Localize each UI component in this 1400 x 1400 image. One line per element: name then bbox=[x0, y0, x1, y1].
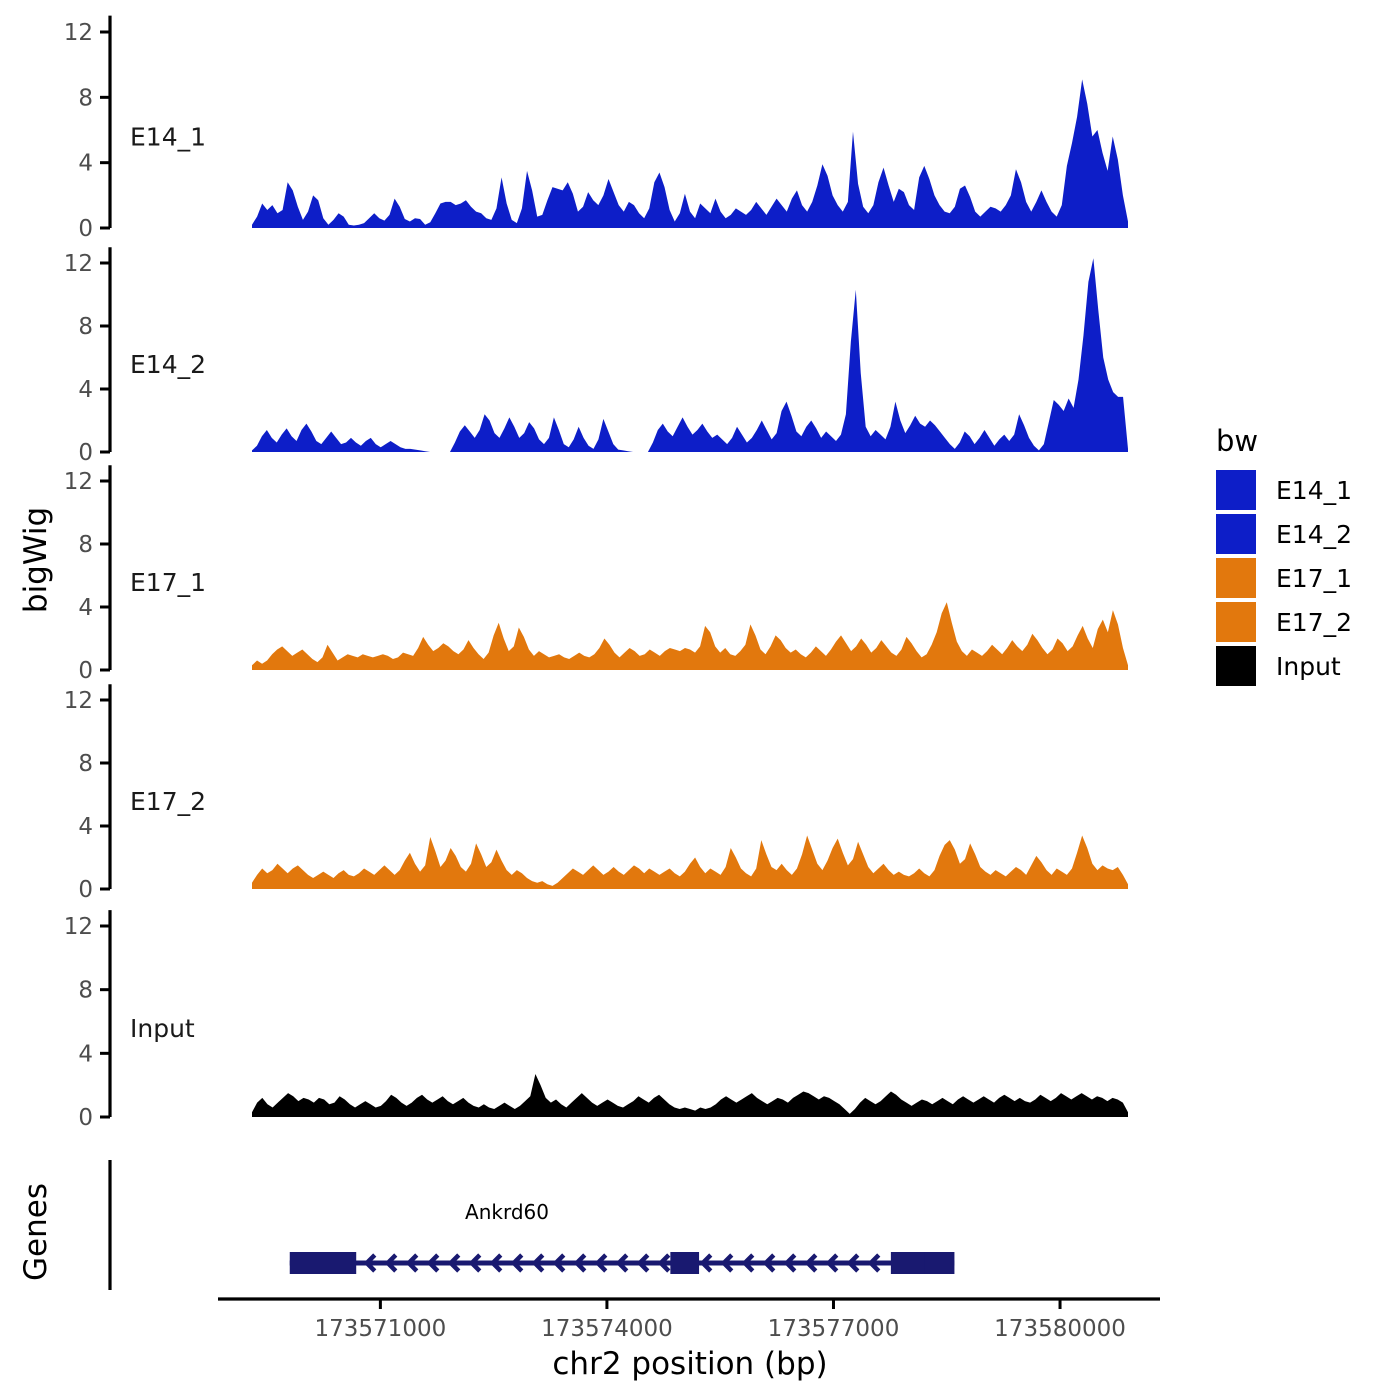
genes-axis-title: Genes bbox=[18, 1183, 54, 1281]
legend-item-e14_2[interactable]: E14_2 bbox=[1216, 514, 1352, 554]
y-tick-label: 4 bbox=[78, 814, 93, 840]
legend-label: E17_2 bbox=[1276, 608, 1352, 637]
gene-strand-arrow bbox=[552, 1253, 566, 1273]
track-panel-input: 0 4 8 12 Input bbox=[64, 910, 1128, 1131]
gene-strand-arrow bbox=[657, 1253, 671, 1273]
legend-title: bw bbox=[1216, 424, 1258, 458]
area-e14_1 bbox=[252, 79, 1128, 229]
legend: bw E14_1 E14_2 E17_1 E17_2 Input bbox=[1216, 424, 1352, 686]
track-panel-e14_1: 0 4 8 12 E14_1 bbox=[64, 15, 1128, 242]
y-tick-label: 4 bbox=[78, 595, 93, 621]
legend-swatch bbox=[1216, 470, 1256, 510]
x-tick-label: 173577000 bbox=[768, 1316, 900, 1342]
x-axis-title: chr2 position (bp) bbox=[552, 1346, 827, 1382]
y-tick-label: 8 bbox=[78, 314, 93, 340]
gene-strand-arrow bbox=[510, 1253, 524, 1273]
legend-item-input[interactable]: Input bbox=[1216, 646, 1341, 686]
legend-label: Input bbox=[1276, 652, 1341, 681]
gene-strand-arrow bbox=[594, 1253, 608, 1273]
gene-exon bbox=[289, 1252, 357, 1274]
y-tick-label: 4 bbox=[78, 1041, 93, 1067]
y-tick-label: 12 bbox=[64, 251, 93, 277]
gene-strand-arrow bbox=[573, 1253, 587, 1273]
y-tick-label: 8 bbox=[78, 978, 93, 1004]
legend-swatch bbox=[1216, 558, 1256, 598]
x-tick-label: 173571000 bbox=[315, 1316, 447, 1342]
gene-strand-arrow bbox=[468, 1253, 482, 1273]
y-tick-label: 0 bbox=[78, 1105, 93, 1131]
legend-swatch bbox=[1216, 646, 1256, 686]
y-tick-label: 4 bbox=[78, 151, 93, 177]
legend-label: E14_2 bbox=[1276, 520, 1352, 549]
y-tick-label: 12 bbox=[64, 20, 93, 46]
gene-strand-arrow bbox=[489, 1253, 503, 1273]
legend-item-e17_1[interactable]: E17_1 bbox=[1216, 558, 1352, 598]
track-panels: 0 4 8 12 E14_1 0 4 8 12 E14_2 0 4 8 12 E17_1 0 4 8 12 E17_2… bbox=[64, 15, 1128, 1290]
y-axis-title: bigWig bbox=[18, 507, 54, 613]
area-input bbox=[252, 1074, 1128, 1117]
x-tick-label: 173580000 bbox=[994, 1316, 1126, 1342]
gene-strand-arrow bbox=[426, 1253, 440, 1273]
gene-strand-arrow bbox=[531, 1253, 545, 1273]
y-tick-label: 0 bbox=[78, 877, 93, 903]
gene-name-label: Ankrd60 bbox=[465, 1200, 549, 1224]
x-axis: 173571000 173574000 173577000 173580000 bbox=[218, 1297, 1160, 1342]
y-tick-label: 0 bbox=[78, 658, 93, 684]
gene-strand-arrow bbox=[846, 1253, 860, 1273]
gene-track: Ankrd60 bbox=[289, 1200, 955, 1274]
gene-strand-arrow bbox=[384, 1253, 398, 1273]
legend-swatch bbox=[1216, 602, 1256, 642]
gene-exon bbox=[924, 1252, 955, 1274]
track-panel-e14_2: 0 4 8 12 E14_2 bbox=[64, 247, 1128, 466]
panel-label-e17_1: E17_1 bbox=[130, 568, 206, 597]
track-panel-e17_1: 0 4 8 12 E17_1 bbox=[64, 465, 1128, 684]
y-tick-label: 8 bbox=[78, 751, 93, 777]
y-tick-label: 4 bbox=[78, 377, 93, 403]
y-tick-label: 0 bbox=[78, 440, 93, 466]
gene-strand-arrow bbox=[615, 1253, 629, 1273]
gene-strand-arrow bbox=[636, 1253, 650, 1273]
gene-strand-arrow bbox=[741, 1253, 755, 1273]
y-tick-label: 8 bbox=[78, 85, 93, 111]
x-tick-label: 173574000 bbox=[541, 1316, 673, 1342]
legend-item-e14_1[interactable]: E14_1 bbox=[1216, 470, 1352, 510]
legend-label: E17_1 bbox=[1276, 564, 1352, 593]
panel-label-e14_2: E14_2 bbox=[130, 350, 206, 379]
y-tick-label: 0 bbox=[78, 216, 93, 242]
y-tick-label: 12 bbox=[64, 469, 93, 495]
gene-strand-arrow bbox=[783, 1253, 797, 1273]
gene-strand-arrow bbox=[699, 1253, 713, 1273]
gene-strand-arrow bbox=[762, 1253, 776, 1273]
panel-label-input: Input bbox=[130, 1014, 195, 1043]
panel-label-e17_2: E17_2 bbox=[130, 787, 206, 816]
gene-strand-arrow bbox=[825, 1253, 839, 1273]
legend-item-e17_2[interactable]: E17_2 bbox=[1216, 602, 1352, 642]
area-e17_1 bbox=[252, 602, 1128, 670]
area-e17_2 bbox=[252, 835, 1128, 889]
track-panel-e17_2: 0 4 8 12 E17_2 bbox=[64, 684, 1128, 903]
legend-label: E14_1 bbox=[1276, 476, 1352, 505]
gene-exon bbox=[670, 1252, 700, 1274]
gene-strand-arrow bbox=[405, 1253, 419, 1273]
gene-strand-arrow bbox=[867, 1253, 881, 1273]
legend-swatch bbox=[1216, 514, 1256, 554]
y-tick-label: 12 bbox=[64, 688, 93, 714]
gene-strand-arrow bbox=[804, 1253, 818, 1273]
gene-strand-arrow bbox=[447, 1253, 461, 1273]
y-tick-label: 8 bbox=[78, 532, 93, 558]
panel-label-e14_1: E14_1 bbox=[130, 123, 206, 152]
y-tick-label: 12 bbox=[64, 914, 93, 940]
gene-strand-arrow bbox=[720, 1253, 734, 1273]
gene-strand-arrow bbox=[363, 1253, 377, 1273]
